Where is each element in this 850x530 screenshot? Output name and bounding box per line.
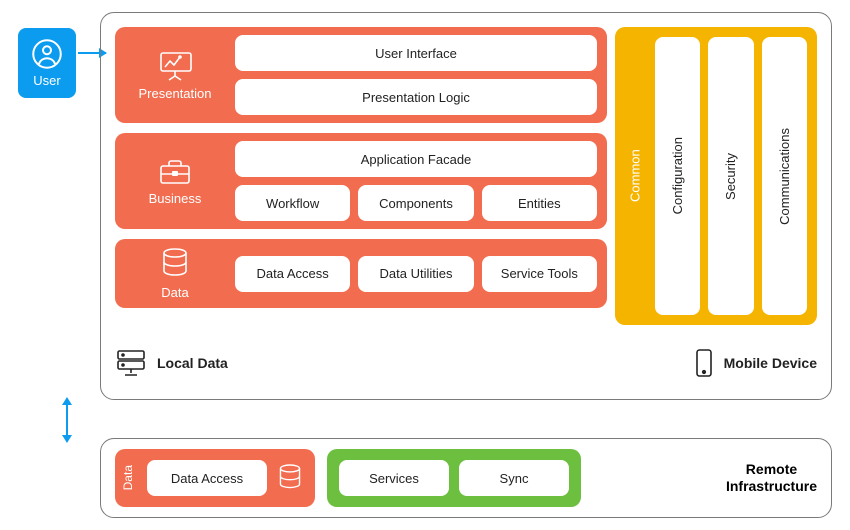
presentation-icon — [155, 50, 195, 82]
layer-presentation-label: Presentation — [139, 86, 212, 101]
database-icon — [277, 463, 303, 493]
pill-user-interface: User Interface — [235, 35, 597, 71]
layer-data-label: Data — [161, 285, 188, 300]
layer-business-label: Business — [149, 191, 202, 206]
user-block: User — [18, 28, 76, 98]
remote-services-block: Services Sync — [327, 449, 581, 507]
common-communications: Communications — [762, 37, 807, 315]
user-label: User — [33, 73, 60, 88]
pill-service-tools: Service Tools — [482, 256, 597, 292]
remote-pill-services: Services — [339, 460, 449, 496]
pill-presentation-logic: Presentation Logic — [235, 79, 597, 115]
pill-components: Components — [358, 185, 473, 221]
remote-infrastructure-label: Remote Infrastructure — [726, 461, 817, 496]
layer-data-head: Data — [115, 247, 235, 300]
mobile-device-label: Mobile Device — [724, 355, 817, 371]
server-icon — [115, 349, 147, 377]
pill-data-utilities: Data Utilities — [358, 256, 473, 292]
main-container: Presentation User Interface Presentation… — [100, 12, 832, 400]
pill-workflow: Workflow — [235, 185, 350, 221]
common-title: Common — [623, 37, 647, 315]
pill-application-facade: Application Facade — [235, 141, 597, 177]
arrow-main-remote — [66, 404, 68, 436]
remote-container: Data Data Access Services Sync Remote In… — [100, 438, 832, 518]
layer-presentation-head: Presentation — [115, 35, 235, 115]
layer-business: Business Application Facade Workflow Com… — [115, 133, 607, 229]
remote-pill-sync: Sync — [459, 460, 569, 496]
common-security: Security — [708, 37, 753, 315]
layer-presentation: Presentation User Interface Presentation… — [115, 27, 607, 123]
common-panel: Common Configuration Security Communicat… — [615, 27, 817, 325]
user-avatar-icon — [32, 39, 62, 69]
remote-data-block: Data Data Access — [115, 449, 315, 507]
pill-entities: Entities — [482, 185, 597, 221]
database-icon — [160, 247, 190, 281]
layers-column: Presentation User Interface Presentation… — [115, 27, 607, 318]
briefcase-icon — [157, 157, 193, 187]
remote-data-label: Data — [119, 465, 137, 490]
common-configuration: Configuration — [655, 37, 700, 315]
pill-data-access: Data Access — [235, 256, 350, 292]
remote-pill-data-access: Data Access — [147, 460, 267, 496]
layer-data: Data Data Access Data Utilities Service … — [115, 239, 607, 308]
mobile-device-icon — [694, 348, 714, 378]
local-data-label: Local Data — [157, 355, 228, 371]
main-footer-row: Local Data Mobile Device — [115, 343, 817, 383]
layer-business-head: Business — [115, 141, 235, 221]
